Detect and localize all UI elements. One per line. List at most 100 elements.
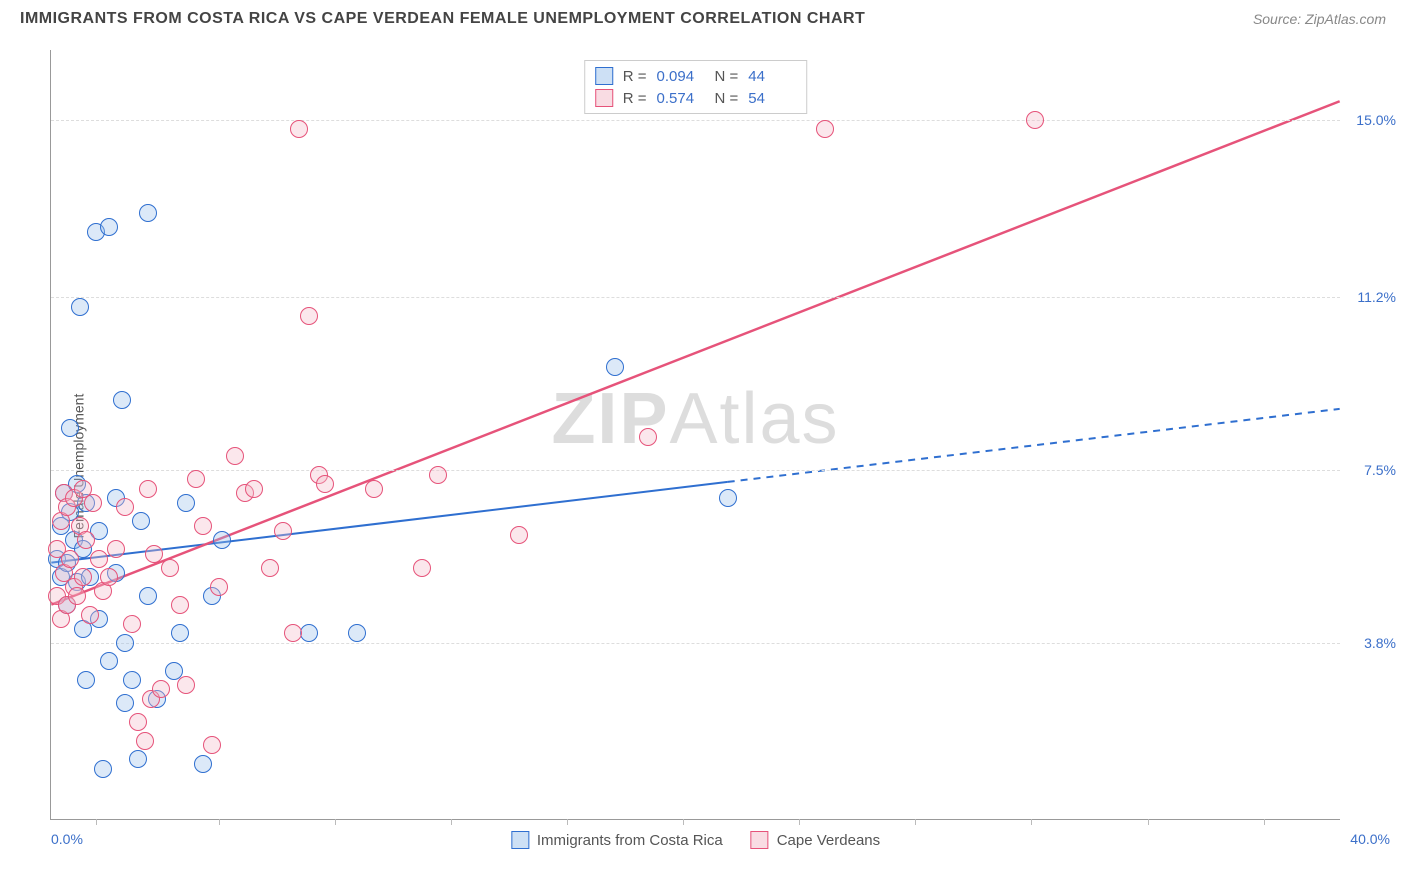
legend-swatch (511, 831, 529, 849)
source-attribution: Source: ZipAtlas.com (1253, 11, 1386, 27)
data-point (194, 517, 212, 535)
stats-legend-box: R =0.094N =44R =0.574N =54 (584, 60, 808, 114)
data-point (71, 298, 89, 316)
legend-label: Cape Verdeans (777, 832, 880, 849)
data-point (1026, 111, 1044, 129)
data-point (429, 466, 447, 484)
data-point (81, 606, 99, 624)
data-point (139, 204, 157, 222)
data-point (639, 428, 657, 446)
data-point (171, 596, 189, 614)
stats-row: R =0.094N =44 (595, 65, 797, 87)
gridline (51, 120, 1340, 121)
data-point (226, 447, 244, 465)
y-tick-label: 11.2% (1346, 289, 1396, 305)
data-point (94, 760, 112, 778)
y-tick-label: 15.0% (1346, 112, 1396, 128)
data-point (116, 498, 134, 516)
data-point (68, 587, 86, 605)
data-point (90, 550, 108, 568)
data-point (100, 652, 118, 670)
data-point (187, 470, 205, 488)
data-point (116, 634, 134, 652)
data-point (510, 526, 528, 544)
watermark-bold: ZIP (551, 379, 669, 459)
header: IMMIGRANTS FROM COSTA RICA VS CAPE VERDE… (0, 0, 1406, 34)
data-point (84, 494, 102, 512)
stat-n-label: N = (715, 68, 739, 85)
data-point (245, 480, 263, 498)
data-point (152, 680, 170, 698)
gridline (51, 297, 1340, 298)
legend-swatch (595, 89, 613, 107)
legend-swatch (751, 831, 769, 849)
x-tick (683, 819, 684, 825)
chart-title: IMMIGRANTS FROM COSTA RICA VS CAPE VERDE… (20, 10, 865, 28)
x-tick (451, 819, 452, 825)
data-point (300, 624, 318, 642)
data-point (123, 615, 141, 633)
data-point (129, 750, 147, 768)
data-point (123, 671, 141, 689)
data-point (139, 480, 157, 498)
legend-label: Immigrants from Costa Rica (537, 832, 723, 849)
data-point (213, 531, 231, 549)
x-tick (567, 819, 568, 825)
data-point (261, 559, 279, 577)
data-point (129, 713, 147, 731)
data-point (194, 755, 212, 773)
data-point (113, 391, 131, 409)
stat-n-value: 44 (748, 68, 796, 85)
data-point (316, 475, 334, 493)
data-point (161, 559, 179, 577)
data-point (61, 550, 79, 568)
legend-item: Cape Verdeans (751, 831, 880, 849)
stats-row: R =0.574N =54 (595, 87, 797, 109)
x-tick (915, 819, 916, 825)
data-point (177, 676, 195, 694)
x-tick (1264, 819, 1265, 825)
x-axis-min-label: 0.0% (51, 831, 83, 847)
x-tick (1031, 819, 1032, 825)
data-point (100, 218, 118, 236)
data-point (74, 568, 92, 586)
data-point (116, 694, 134, 712)
legend-swatch (595, 67, 613, 85)
source-prefix: Source: (1253, 11, 1305, 27)
data-point (61, 419, 79, 437)
y-tick-label: 7.5% (1346, 462, 1396, 478)
y-tick-label: 3.8% (1346, 635, 1396, 651)
stat-n-label: N = (715, 90, 739, 107)
data-point (300, 307, 318, 325)
data-point (203, 736, 221, 754)
watermark-rest: Atlas (669, 379, 839, 459)
plot-area: ZIPAtlas R =0.094N =44R =0.574N =54 0.0%… (50, 50, 1340, 820)
data-point (100, 568, 118, 586)
regression-line-solid (51, 101, 1339, 604)
data-point (348, 624, 366, 642)
data-point (290, 120, 308, 138)
data-point (136, 732, 154, 750)
regression-lines (51, 50, 1340, 819)
legend-item: Immigrants from Costa Rica (511, 831, 723, 849)
source-name: ZipAtlas.com (1305, 11, 1386, 27)
data-point (816, 120, 834, 138)
stat-r-value: 0.574 (657, 90, 705, 107)
x-tick (799, 819, 800, 825)
data-point (132, 512, 150, 530)
stat-n-value: 54 (748, 90, 796, 107)
data-point (210, 578, 228, 596)
x-tick (335, 819, 336, 825)
data-point (413, 559, 431, 577)
data-point (107, 540, 125, 558)
x-tick (1148, 819, 1149, 825)
gridline (51, 470, 1340, 471)
data-point (171, 624, 189, 642)
data-point (274, 522, 292, 540)
watermark: ZIPAtlas (551, 378, 839, 460)
gridline (51, 643, 1340, 644)
data-point (284, 624, 302, 642)
data-point (177, 494, 195, 512)
data-point (77, 671, 95, 689)
data-point (606, 358, 624, 376)
